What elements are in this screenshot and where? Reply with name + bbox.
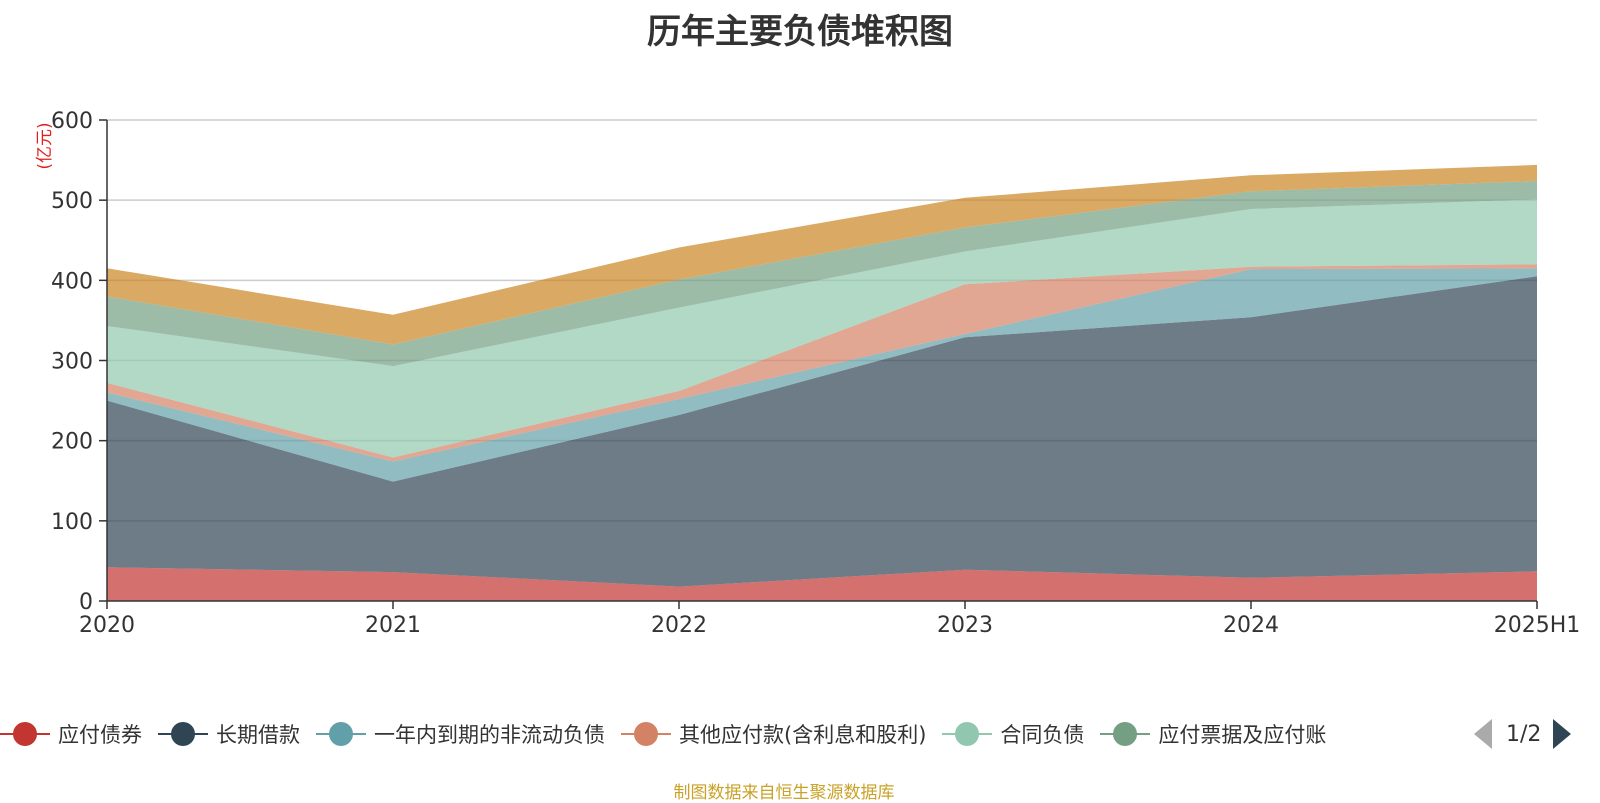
x-tick-label: 2024 [1223, 613, 1279, 638]
area-series [107, 164, 1537, 601]
legend-page-indicator: 1/2 [1506, 721, 1542, 747]
legend-label: 一年内到期的非流动负债 [374, 723, 605, 747]
x-tick-label: 2025H1 [1494, 613, 1581, 638]
y-tick-label: 600 [51, 109, 93, 134]
x-tick-label: 2023 [937, 613, 993, 638]
y-tick-label: 400 [51, 269, 93, 294]
legend-label: 长期借款 [216, 723, 300, 747]
y-tick-label: 100 [51, 510, 93, 535]
legend-label: 合同负债 [1000, 723, 1085, 747]
y-tick-label: 500 [51, 189, 93, 214]
x-tick-label: 2022 [651, 613, 707, 638]
area-series-2[interactable] [107, 268, 1537, 482]
area-series-5[interactable] [107, 180, 1537, 367]
legend: 应付债券 长期借款 一年内到期的非流动负债 其他应付款(含利息和股利) 合同负债 应付票据… [0, 716, 1480, 756]
chart-title: 历年主要负债堆积图 [647, 12, 953, 52]
legend-marker-icon [621, 722, 671, 746]
legend-label: 其他应付款(含利息和股利) [679, 723, 927, 747]
legend-label: 应付票据及应付账 [1158, 723, 1327, 747]
legend-item-5[interactable]: 应付票据及应付账 [1100, 716, 1326, 752]
legend-marker-icon [316, 722, 366, 746]
legend-item-0[interactable]: 应付债券 [0, 716, 142, 752]
data-source-footer: 制图数据来自恒生聚源数据库 [673, 783, 895, 803]
y-tick-label: 300 [51, 350, 93, 375]
area-series-1[interactable] [107, 276, 1537, 587]
legend-item-1[interactable]: 长期借款 [158, 716, 300, 752]
area-series-3[interactable] [107, 264, 1537, 462]
legend-prev-page-icon[interactable] [1474, 719, 1492, 749]
x-tick-label: 2020 [79, 613, 135, 638]
legend-item-2[interactable]: 一年内到期的非流动负债 [316, 716, 605, 752]
legend-item-4[interactable]: 合同负债 [942, 716, 1084, 752]
legend-item-3[interactable]: 其他应付款(含利息和股利) [621, 716, 926, 752]
legend-marker-icon [0, 722, 50, 746]
legend-next-page-icon[interactable] [1553, 719, 1572, 749]
legend-marker-icon [942, 722, 993, 746]
x-tick-label: 2021 [365, 613, 421, 638]
y-tick-label: 0 [79, 590, 93, 615]
legend-label: 应付债券 [58, 723, 142, 747]
area-series-4[interactable] [107, 199, 1537, 458]
legend-marker-icon [1100, 722, 1151, 746]
stacked-area-chart: 0 100 200 300 400 500 600 2020 2021 2022 2023 2024 2… [35, 109, 1580, 638]
y-axis-unit-label: (亿元) [35, 122, 55, 169]
y-tick-label: 200 [51, 430, 93, 455]
area-series-6[interactable] [107, 164, 1537, 345]
legend-pager: 1/2 [1470, 716, 1600, 752]
axes: 0 100 200 300 400 500 600 2020 2021 2022 2023 2024 2… [51, 109, 1580, 638]
legend-marker-icon [158, 722, 208, 746]
